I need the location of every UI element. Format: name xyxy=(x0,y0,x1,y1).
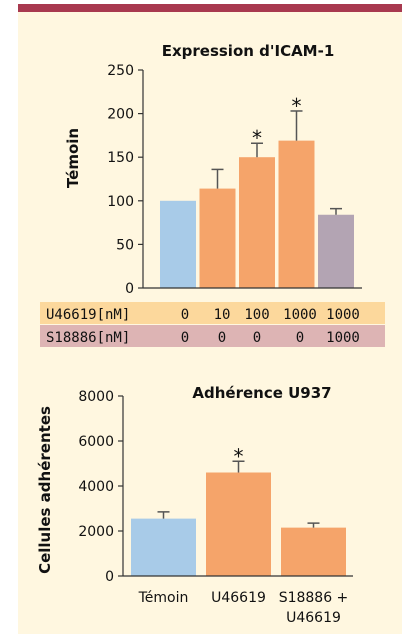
table-cell: 10 xyxy=(214,307,231,323)
chart2-category-labels: Témoin U46619 S18886 + U46619 xyxy=(138,590,349,626)
chart2-significance-star: * xyxy=(234,444,244,468)
chart-adherence: Adhérence U937 Cellules adhérentes 0 2000… xyxy=(36,384,353,626)
chart-icam1: Expression d'ICAM-1 Témoin 0501001502002… xyxy=(40,42,385,347)
chart2-y-axis: 0 2000 4000 6000 8000 xyxy=(78,389,123,585)
chart2-significance-marks: * xyxy=(234,444,244,468)
chart2-title: Adhérence U937 xyxy=(192,384,331,402)
chart2-y-tick-label: 0 xyxy=(105,569,114,585)
chart1-bars xyxy=(160,140,354,288)
top-accent-bar xyxy=(18,4,402,12)
chart1-significance-star: * xyxy=(292,94,302,118)
chart2-y-tick-label: 6000 xyxy=(78,434,114,450)
table-cell: 100 xyxy=(244,307,269,323)
chart1-y-tick-label: 100 xyxy=(107,194,134,210)
chart2-category-sublabel: U46619 xyxy=(286,610,341,626)
table-row-background xyxy=(40,325,385,347)
table-cell: 0 xyxy=(253,330,261,346)
table-row-background xyxy=(40,302,385,324)
chart1-bar xyxy=(160,200,196,288)
chart2-category-label: Témoin xyxy=(138,590,189,606)
chart2-bar xyxy=(206,472,271,576)
table-cell: 0 xyxy=(181,307,189,323)
chart1-bar xyxy=(199,188,236,288)
chart2-error-bars xyxy=(157,460,320,528)
chart2-y-axis-label: Cellules adhérentes xyxy=(36,406,54,574)
chart2-category-label: S18886 + xyxy=(279,590,349,606)
chart1-bar xyxy=(278,140,315,288)
chart1-concentration-table: U46619[nM] 0 10 100 1000 1000 S18886[nM] 0 0 0 0 10… xyxy=(40,302,385,347)
chart2-bars xyxy=(131,472,346,576)
table-cell: 0 xyxy=(296,330,304,346)
chart1-error-bars xyxy=(211,110,342,215)
chart1-y-tick-label: 50 xyxy=(116,237,134,253)
chart1-title: Expression d'ICAM-1 xyxy=(162,42,335,60)
chart2-y-tick-label: 2000 xyxy=(78,524,114,540)
chart1-bar xyxy=(318,214,354,288)
chart2-category-label: U46619 xyxy=(211,590,266,606)
chart1-y-tick-label: 150 xyxy=(107,150,134,166)
table-cell: 0 xyxy=(181,330,189,346)
chart1-y-tick-label: 200 xyxy=(107,107,134,123)
table-cell: 0 xyxy=(218,330,226,346)
chart1-y-tick-label: 250 xyxy=(107,63,134,79)
table-cell: 1000 xyxy=(326,307,360,323)
table-row-label: S18886[nM] xyxy=(46,330,130,346)
chart2-bar xyxy=(281,527,346,576)
chart2-bar xyxy=(131,518,196,576)
chart1-bar xyxy=(239,157,275,288)
chart1-significance-marks: ** xyxy=(252,94,302,150)
chart2-y-tick-label: 4000 xyxy=(78,479,114,495)
chart1-y-axis-label: Témoin xyxy=(64,128,82,188)
chart2-y-tick-label: 8000 xyxy=(78,389,114,405)
chart1-y-axis: 0 50 100 150 200 250 xyxy=(107,63,143,297)
chart1-significance-star: * xyxy=(252,126,262,150)
table-row-label: U46619[nM] xyxy=(46,307,130,323)
table-cell: 1000 xyxy=(326,330,360,346)
chart1-y-tick-label: 0 xyxy=(125,281,134,297)
table-cell: 1000 xyxy=(283,307,317,323)
